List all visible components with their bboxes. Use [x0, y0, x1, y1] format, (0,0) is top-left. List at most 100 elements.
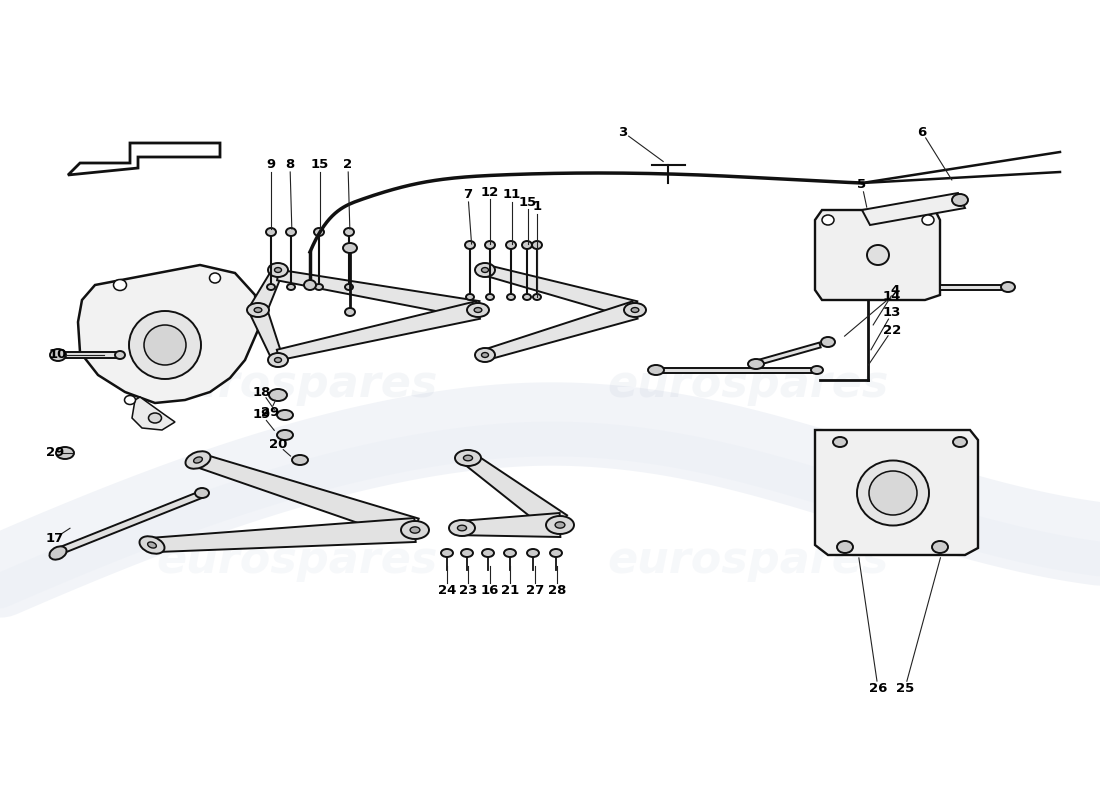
- Polygon shape: [277, 302, 480, 360]
- Ellipse shape: [144, 325, 186, 365]
- Ellipse shape: [267, 284, 275, 290]
- Ellipse shape: [186, 451, 210, 469]
- Ellipse shape: [50, 546, 66, 560]
- Polygon shape: [759, 342, 821, 365]
- Ellipse shape: [837, 541, 852, 553]
- Ellipse shape: [466, 294, 474, 300]
- Ellipse shape: [506, 241, 516, 249]
- Ellipse shape: [486, 294, 494, 300]
- Ellipse shape: [116, 351, 125, 359]
- Ellipse shape: [475, 263, 495, 277]
- Ellipse shape: [482, 549, 494, 557]
- Ellipse shape: [402, 521, 429, 539]
- Ellipse shape: [556, 522, 565, 528]
- Ellipse shape: [147, 542, 156, 548]
- Ellipse shape: [287, 284, 295, 290]
- Ellipse shape: [485, 241, 495, 249]
- Ellipse shape: [522, 241, 532, 249]
- Text: 15: 15: [519, 195, 537, 209]
- Text: 10: 10: [48, 349, 67, 362]
- Text: 27: 27: [526, 583, 544, 597]
- Text: eurospares: eurospares: [156, 538, 438, 582]
- Polygon shape: [660, 367, 815, 373]
- Text: 29: 29: [261, 406, 279, 418]
- Ellipse shape: [286, 228, 296, 236]
- Ellipse shape: [270, 389, 287, 401]
- Ellipse shape: [550, 549, 562, 557]
- Ellipse shape: [748, 359, 764, 369]
- Text: 14: 14: [883, 290, 901, 302]
- Polygon shape: [68, 143, 220, 175]
- Ellipse shape: [345, 308, 355, 316]
- Ellipse shape: [113, 279, 127, 290]
- Ellipse shape: [129, 311, 201, 379]
- Ellipse shape: [952, 194, 968, 206]
- Ellipse shape: [482, 353, 488, 358]
- Text: 3: 3: [618, 126, 628, 138]
- Text: 26: 26: [869, 682, 888, 694]
- Polygon shape: [196, 453, 419, 542]
- Ellipse shape: [266, 228, 276, 236]
- Ellipse shape: [449, 520, 475, 536]
- Polygon shape: [464, 452, 568, 534]
- Ellipse shape: [315, 284, 323, 290]
- Ellipse shape: [857, 461, 929, 526]
- Ellipse shape: [475, 348, 495, 362]
- Text: 24: 24: [438, 583, 456, 597]
- Ellipse shape: [461, 549, 473, 557]
- Ellipse shape: [194, 457, 202, 463]
- Text: 8: 8: [285, 158, 295, 171]
- Polygon shape: [250, 306, 283, 362]
- Ellipse shape: [50, 349, 66, 361]
- Ellipse shape: [867, 245, 889, 265]
- Ellipse shape: [932, 541, 948, 553]
- Text: 17: 17: [46, 531, 64, 545]
- Text: 2: 2: [343, 158, 353, 171]
- Ellipse shape: [527, 549, 539, 557]
- Ellipse shape: [268, 263, 288, 277]
- Ellipse shape: [268, 353, 288, 367]
- Ellipse shape: [482, 267, 488, 273]
- Ellipse shape: [546, 516, 574, 534]
- Ellipse shape: [343, 243, 358, 253]
- Text: 6: 6: [917, 126, 926, 138]
- Text: 4: 4: [890, 283, 900, 297]
- Polygon shape: [940, 285, 1005, 290]
- Ellipse shape: [822, 215, 834, 225]
- Text: 25: 25: [895, 682, 914, 694]
- Polygon shape: [277, 270, 480, 319]
- Polygon shape: [250, 267, 283, 314]
- Ellipse shape: [922, 215, 934, 225]
- Ellipse shape: [277, 430, 293, 440]
- Polygon shape: [60, 492, 201, 554]
- Polygon shape: [815, 210, 940, 300]
- Polygon shape: [483, 302, 638, 360]
- Ellipse shape: [465, 241, 475, 249]
- Ellipse shape: [195, 488, 209, 498]
- Text: 22: 22: [883, 323, 901, 337]
- Ellipse shape: [648, 365, 664, 375]
- Ellipse shape: [275, 358, 282, 362]
- Ellipse shape: [532, 241, 542, 249]
- Text: 16: 16: [481, 583, 499, 597]
- Ellipse shape: [631, 307, 639, 313]
- Text: 29: 29: [46, 446, 64, 459]
- Text: 18: 18: [253, 386, 272, 398]
- Text: 1: 1: [532, 201, 541, 214]
- Text: eurospares: eurospares: [607, 362, 889, 406]
- Text: 21: 21: [500, 583, 519, 597]
- Polygon shape: [815, 430, 978, 555]
- Ellipse shape: [458, 525, 466, 531]
- Ellipse shape: [534, 294, 541, 300]
- Ellipse shape: [1001, 282, 1015, 292]
- Ellipse shape: [248, 303, 270, 317]
- Text: eurospares: eurospares: [607, 538, 889, 582]
- Text: 12: 12: [481, 186, 499, 198]
- Polygon shape: [862, 193, 965, 225]
- Text: 20: 20: [268, 438, 287, 451]
- Ellipse shape: [254, 307, 262, 313]
- Text: 15: 15: [311, 158, 329, 171]
- Ellipse shape: [345, 284, 353, 290]
- Text: 28: 28: [548, 583, 566, 597]
- Ellipse shape: [124, 395, 135, 405]
